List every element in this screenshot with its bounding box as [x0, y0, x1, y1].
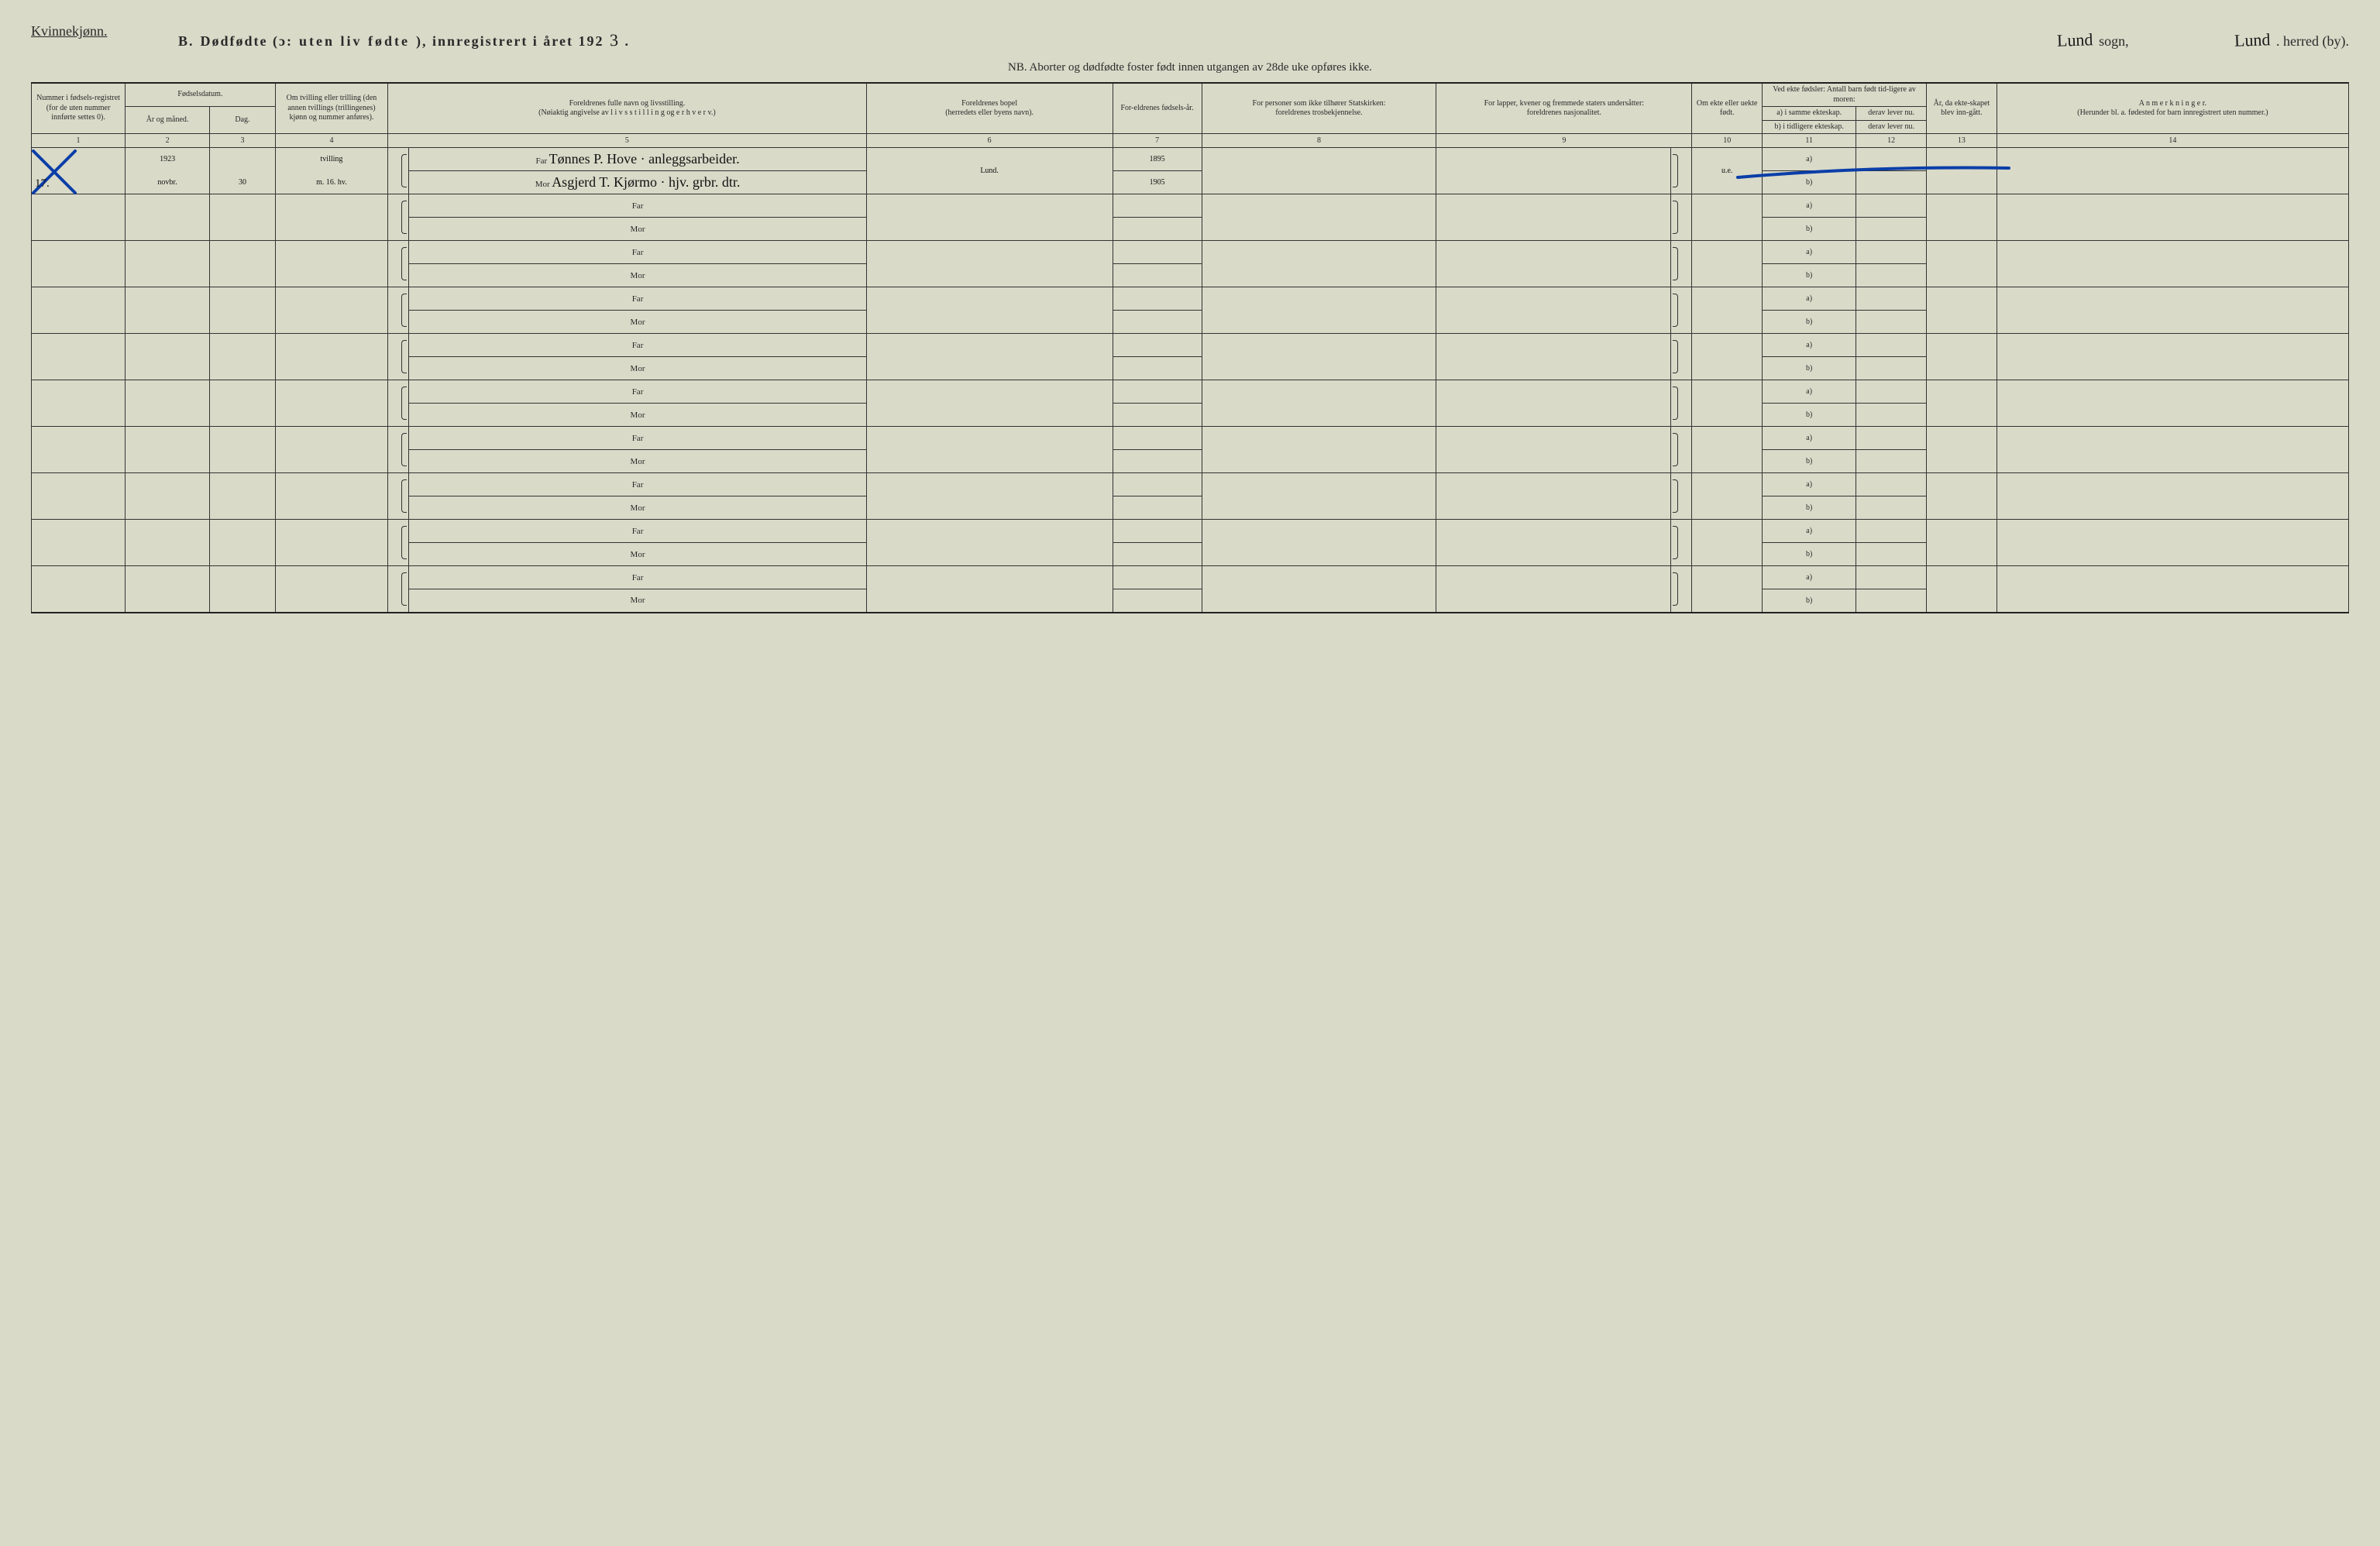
father-name: Tønnes P. Hove · anleggsarbeider. — [549, 151, 740, 167]
mother-name: Asgjerd T. Kjørmo · hjv. grbr. dtr. — [552, 174, 740, 190]
col-8-header: For personer som ikke tilhører Statskirk… — [1202, 83, 1436, 134]
mor-cell: Mor Asgjerd T. Kjørmo · hjv. grbr. dtr. — [409, 171, 866, 194]
colnum: 5 — [388, 134, 867, 148]
title-main: Dødfødte (ɔ: — [201, 33, 293, 50]
col-13-header: År, da ekte-skapet blev inn-gått. — [1927, 83, 1997, 134]
col-11b-header: b) i tidligere ekteskap. — [1763, 120, 1856, 134]
col-10-header: Om ekte eller uekte født. — [1692, 83, 1763, 134]
colnum: 3 — [210, 134, 276, 148]
brace-left — [388, 148, 409, 194]
register-table: Nummer i fødsels-registret (for de uten … — [31, 82, 2349, 613]
entry-twin2: m. 16. hv. — [275, 171, 387, 194]
colnum: 11 — [1763, 134, 1856, 148]
col-7-header: For-eldrenes fødsels-år. — [1113, 83, 1202, 134]
far-cell: Far Tønnes P. Hove · anleggsarbeider. — [409, 148, 866, 171]
year-digit-handwritten: 3 — [610, 30, 619, 50]
b-label: b) — [1763, 171, 1856, 194]
sogn-label: sogn, — [2099, 33, 2129, 50]
brace-right — [1671, 148, 1692, 194]
colnum: 6 — [866, 134, 1113, 148]
gender-heading: Kvinnekjønn. — [31, 23, 108, 40]
title-row: B. Dødfødte (ɔ: uten liv fødte ), innreg… — [178, 30, 2349, 50]
section-letter: B. — [178, 33, 194, 50]
entry-twin1: tvilling — [275, 148, 387, 171]
title-tail: ), innregistrert i året 192 — [416, 33, 604, 50]
col-2-top: Fødselsdatum. — [126, 83, 276, 107]
entry-month: novbr. — [126, 171, 210, 194]
colnum: 14 — [1997, 134, 2348, 148]
nb-subtitle: NB. Aborter og dødfødte foster født inne… — [31, 61, 2349, 74]
col-1-header: Nummer i fødsels-registret (for de uten … — [32, 83, 126, 134]
col-6-header: Foreldrenes bopel (herredets eller byens… — [866, 83, 1113, 134]
colnum: 8 — [1202, 134, 1436, 148]
colnum: 12 — [1856, 134, 1927, 148]
col-11a-header: a) i samme ekteskap. — [1763, 107, 1856, 121]
sogn-handwritten: Lund — [2056, 29, 2093, 51]
empty-num — [32, 194, 126, 241]
col-11-12-top: Ved ekte fødsler: Antall barn født tid-l… — [1763, 83, 1927, 107]
col-9-header: For lapper, kvener og fremmede staters u… — [1436, 83, 1692, 134]
mother-birth-year: 1905 — [1113, 171, 1202, 194]
title-spaced: uten liv fødte — [299, 33, 410, 50]
col-2b-header: Dag. — [210, 107, 276, 134]
bopel: Lund. — [866, 148, 1113, 194]
colnum: 9 — [1436, 134, 1692, 148]
col-12a-header: derav lever nu. — [1856, 107, 1927, 121]
colnum: 1 — [32, 134, 126, 148]
colnum: 2 — [126, 134, 210, 148]
register-page: Kvinnekjønn. B. Dødfødte (ɔ: uten liv fø… — [31, 23, 2349, 613]
colnum: 13 — [1927, 134, 1997, 148]
herred-handwritten: Lund — [2234, 29, 2270, 51]
colnum: 4 — [275, 134, 387, 148]
a-label: a) — [1763, 148, 1856, 171]
col-4-header: Om tvilling eller trilling (den annen tv… — [275, 83, 387, 134]
entry-number: 17. — [35, 177, 50, 191]
entry-number-cell: 17. — [32, 148, 126, 194]
colnum: 7 — [1113, 134, 1202, 148]
col-5-header: Foreldrenes fulle navn og livsstilling. … — [388, 83, 867, 134]
entry-day: 30 — [210, 171, 276, 194]
herred-label: . herred (by). — [2276, 33, 2349, 50]
ekte-value: u.e. — [1692, 148, 1763, 194]
entry-year: 1923 — [126, 148, 210, 171]
col-12b-header: derav lever nu. — [1856, 120, 1927, 134]
father-birth-year: 1895 — [1113, 148, 1202, 171]
col-2a-header: År og måned. — [126, 107, 210, 134]
colnum: 10 — [1692, 134, 1763, 148]
col-14-header: A n m e r k n i n g e r. (Herunder bl. a… — [1997, 83, 2348, 134]
blue-cross-mark — [29, 146, 83, 199]
